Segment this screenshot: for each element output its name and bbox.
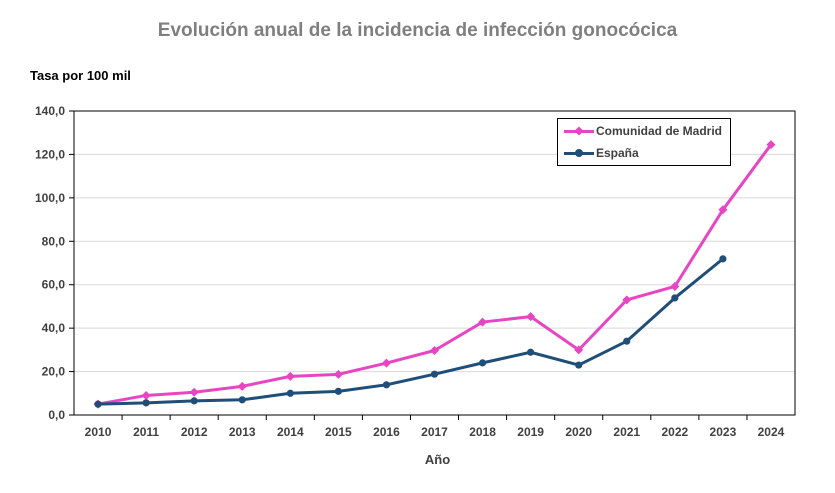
x-tick-label: 2012 <box>181 425 208 439</box>
x-tick-label: 2023 <box>710 425 737 439</box>
y-axis-label: Tasa por 100 mil <box>30 68 131 83</box>
legend-item-madrid: Comunidad de Madrid <box>558 122 722 140</box>
data-point <box>718 205 728 215</box>
y-tick-label: 40,0 <box>42 321 66 335</box>
y-tick-label: 100,0 <box>35 191 65 205</box>
series-lines <box>93 140 776 409</box>
data-point <box>286 389 294 397</box>
chart-title: Evolución anual de la incidencia de infe… <box>157 20 678 41</box>
data-point <box>574 345 584 355</box>
x-tick-label: 2018 <box>469 425 496 439</box>
x-tick-label: 2024 <box>758 425 785 439</box>
series-line-0 <box>97 143 773 406</box>
y-tick-label: 120,0 <box>35 147 65 161</box>
x-tick-label: 2016 <box>373 425 400 439</box>
legend-item-espana: España <box>558 144 639 162</box>
x-tick-label: 2014 <box>277 425 304 439</box>
y-tick-label: 20,0 <box>42 365 66 379</box>
data-point <box>189 387 199 397</box>
data-point <box>671 294 679 302</box>
data-point <box>527 348 535 356</box>
x-tick-label: 2011 <box>133 425 159 439</box>
data-point <box>478 359 487 367</box>
legend-swatch-madrid <box>564 122 594 140</box>
x-axis-label: Año <box>424 452 451 467</box>
legend-swatch-espana <box>564 144 594 162</box>
legend: Comunidad de Madrid España <box>557 118 731 166</box>
x-tick-label: 2017 <box>421 425 448 439</box>
x-tick-label: 2010 <box>85 425 112 439</box>
x-tick-label: 2022 <box>661 425 688 439</box>
x-tick-label: 2015 <box>325 425 352 439</box>
x-tick-label: 2013 <box>229 425 256 439</box>
data-point <box>719 255 727 263</box>
data-point <box>622 295 632 305</box>
data-point <box>334 387 342 395</box>
legend-label-espana: España <box>596 146 639 160</box>
data-point <box>141 390 151 400</box>
data-point <box>766 140 776 150</box>
data-point <box>142 399 150 407</box>
plot-area-border <box>73 110 796 416</box>
data-point <box>333 369 343 379</box>
data-point <box>238 396 246 404</box>
data-point <box>430 346 439 356</box>
data-point <box>478 317 488 327</box>
data-point <box>526 312 536 322</box>
x-tick-label: 2019 <box>517 425 544 439</box>
data-point <box>94 400 102 408</box>
data-point <box>190 397 198 405</box>
data-point <box>382 381 391 389</box>
legend-label-madrid: Comunidad de Madrid <box>596 124 722 138</box>
gridlines <box>74 153 795 373</box>
data-point <box>623 337 631 345</box>
data-point <box>285 371 295 381</box>
y-tick-label: 0,0 <box>48 408 65 422</box>
data-point <box>381 358 391 368</box>
data-point <box>237 381 247 391</box>
y-tick-label: 80,0 <box>42 234 66 248</box>
x-tick-label: 2021 <box>613 425 640 439</box>
data-point <box>575 361 583 369</box>
series-line-1 <box>97 257 724 406</box>
axis-ticks: 0,0 20,0 40,0 60,0 80,0 100,0 120,0 140,0 2010 20… <box>35 104 785 439</box>
data-point <box>670 281 680 291</box>
x-tick-label: 2020 <box>565 425 592 439</box>
y-tick-label: 140,0 <box>35 104 65 118</box>
data-point <box>430 370 439 378</box>
y-tick-label: 60,0 <box>42 278 66 292</box>
